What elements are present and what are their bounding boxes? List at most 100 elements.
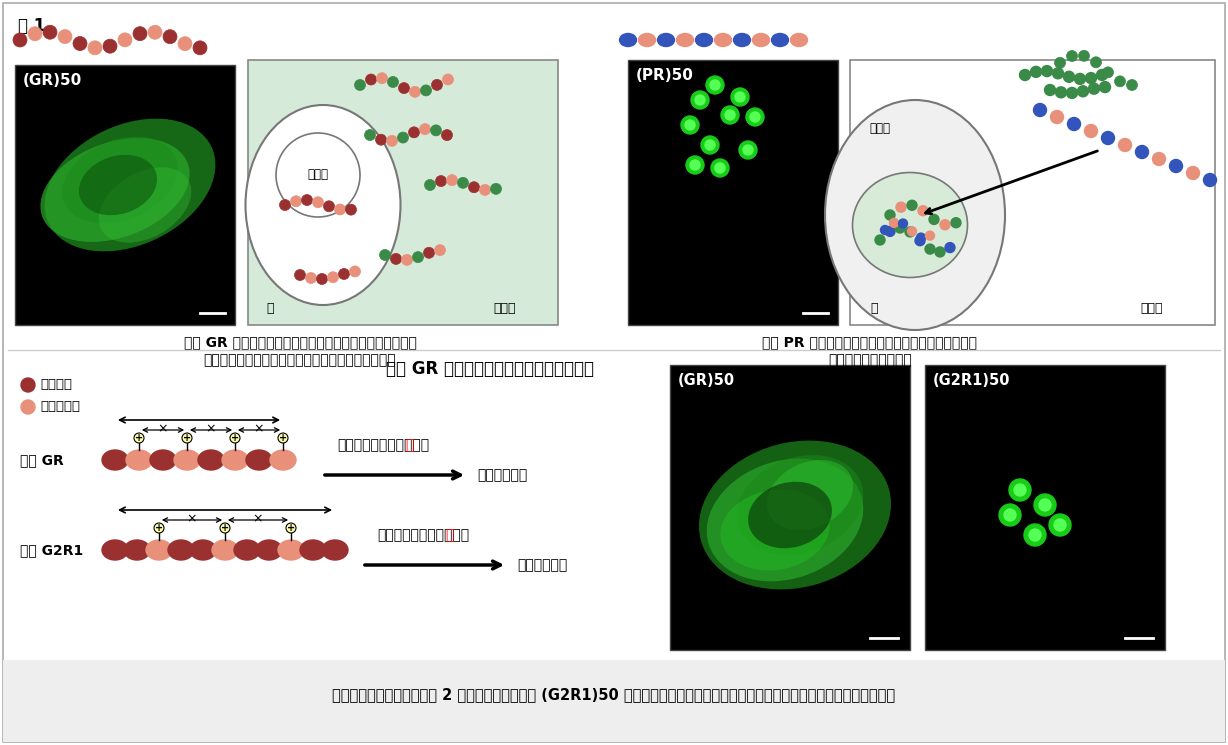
Circle shape [1153,153,1165,165]
Text: ポリ G2R1: ポリ G2R1 [20,543,84,557]
Ellipse shape [715,34,732,46]
Text: +: + [279,433,287,443]
Text: 長: 長 [446,528,453,542]
Circle shape [706,76,725,94]
Circle shape [379,250,391,261]
Circle shape [1014,484,1027,496]
Circle shape [907,200,917,210]
Text: (GR)50: (GR)50 [678,373,736,388]
Circle shape [28,27,42,41]
Circle shape [118,33,131,47]
Ellipse shape [44,118,215,251]
FancyBboxPatch shape [2,3,1226,742]
Circle shape [1084,124,1098,138]
Circle shape [149,25,162,39]
Circle shape [442,130,452,141]
Circle shape [895,223,905,233]
Text: ×: × [253,513,263,525]
Circle shape [328,272,339,283]
Text: ×: × [187,513,198,525]
Ellipse shape [126,450,152,470]
Circle shape [103,39,117,53]
Circle shape [1055,57,1066,69]
Circle shape [280,200,291,211]
Text: ポリ GR: ポリ GR [20,453,64,467]
Circle shape [1186,166,1200,180]
Circle shape [424,247,435,259]
Circle shape [885,226,895,236]
Circle shape [889,218,899,227]
Circle shape [436,176,447,186]
Circle shape [1136,145,1148,159]
Circle shape [926,231,935,240]
FancyBboxPatch shape [628,60,837,325]
Ellipse shape [619,34,636,46]
Text: アルギニン間のグリシンを 2 個に増やした変異体 (G2R1)50 は、アルギニン電荷間の距離が分離されるため核小体へと移行できる: アルギニン間のグリシンを 2 個に増やした変異体 (G2R1)50 は、アルギニ… [333,688,895,703]
Text: ポリ GR 変異体を用いた細胞内局在の解析: ポリ GR 変異体を用いた細胞内局在の解析 [386,360,594,378]
Circle shape [686,156,704,174]
Text: +: + [287,523,295,533]
Circle shape [230,433,239,443]
Circle shape [431,125,442,136]
Circle shape [435,244,446,256]
Circle shape [193,41,208,55]
Circle shape [876,235,885,245]
FancyBboxPatch shape [248,60,558,325]
Circle shape [420,124,431,135]
Circle shape [721,106,739,124]
Text: +: + [231,433,239,443]
Circle shape [21,400,36,414]
Ellipse shape [771,34,788,46]
Circle shape [295,270,306,281]
Circle shape [743,145,753,155]
Circle shape [1203,174,1217,186]
Circle shape [715,163,725,173]
Circle shape [154,523,165,533]
Circle shape [377,73,388,83]
Text: アルギニン電荷間の距離: アルギニン電荷間の距離 [377,528,469,542]
Ellipse shape [753,34,770,46]
Circle shape [930,215,939,224]
Circle shape [286,523,296,533]
Circle shape [916,233,926,242]
Text: +: + [135,433,144,443]
Ellipse shape [322,540,348,560]
Circle shape [391,253,402,264]
Circle shape [402,254,413,265]
Circle shape [1054,519,1066,531]
Circle shape [409,127,420,138]
Circle shape [306,273,317,284]
Ellipse shape [146,540,172,560]
Circle shape [1088,83,1099,94]
Ellipse shape [852,173,968,277]
Ellipse shape [737,455,863,555]
Circle shape [711,159,729,177]
Text: 核: 核 [869,302,878,315]
Ellipse shape [212,540,238,560]
Circle shape [163,30,177,44]
Circle shape [1019,69,1030,80]
Circle shape [950,218,962,228]
Ellipse shape [639,34,656,46]
Circle shape [725,110,736,120]
FancyBboxPatch shape [2,660,1226,742]
Ellipse shape [695,34,712,46]
Circle shape [919,206,928,216]
Circle shape [365,130,376,141]
Text: +: + [155,523,163,533]
Ellipse shape [721,489,830,571]
Circle shape [58,30,72,43]
Circle shape [1029,529,1041,541]
Circle shape [1078,51,1089,61]
Circle shape [1066,87,1077,98]
Circle shape [431,80,442,90]
FancyBboxPatch shape [925,365,1165,650]
Circle shape [413,252,424,263]
Circle shape [736,92,745,102]
Circle shape [134,433,144,443]
Circle shape [72,37,87,51]
Circle shape [925,244,935,254]
Text: 核: 核 [266,302,274,315]
Circle shape [88,41,102,55]
Circle shape [291,196,302,207]
